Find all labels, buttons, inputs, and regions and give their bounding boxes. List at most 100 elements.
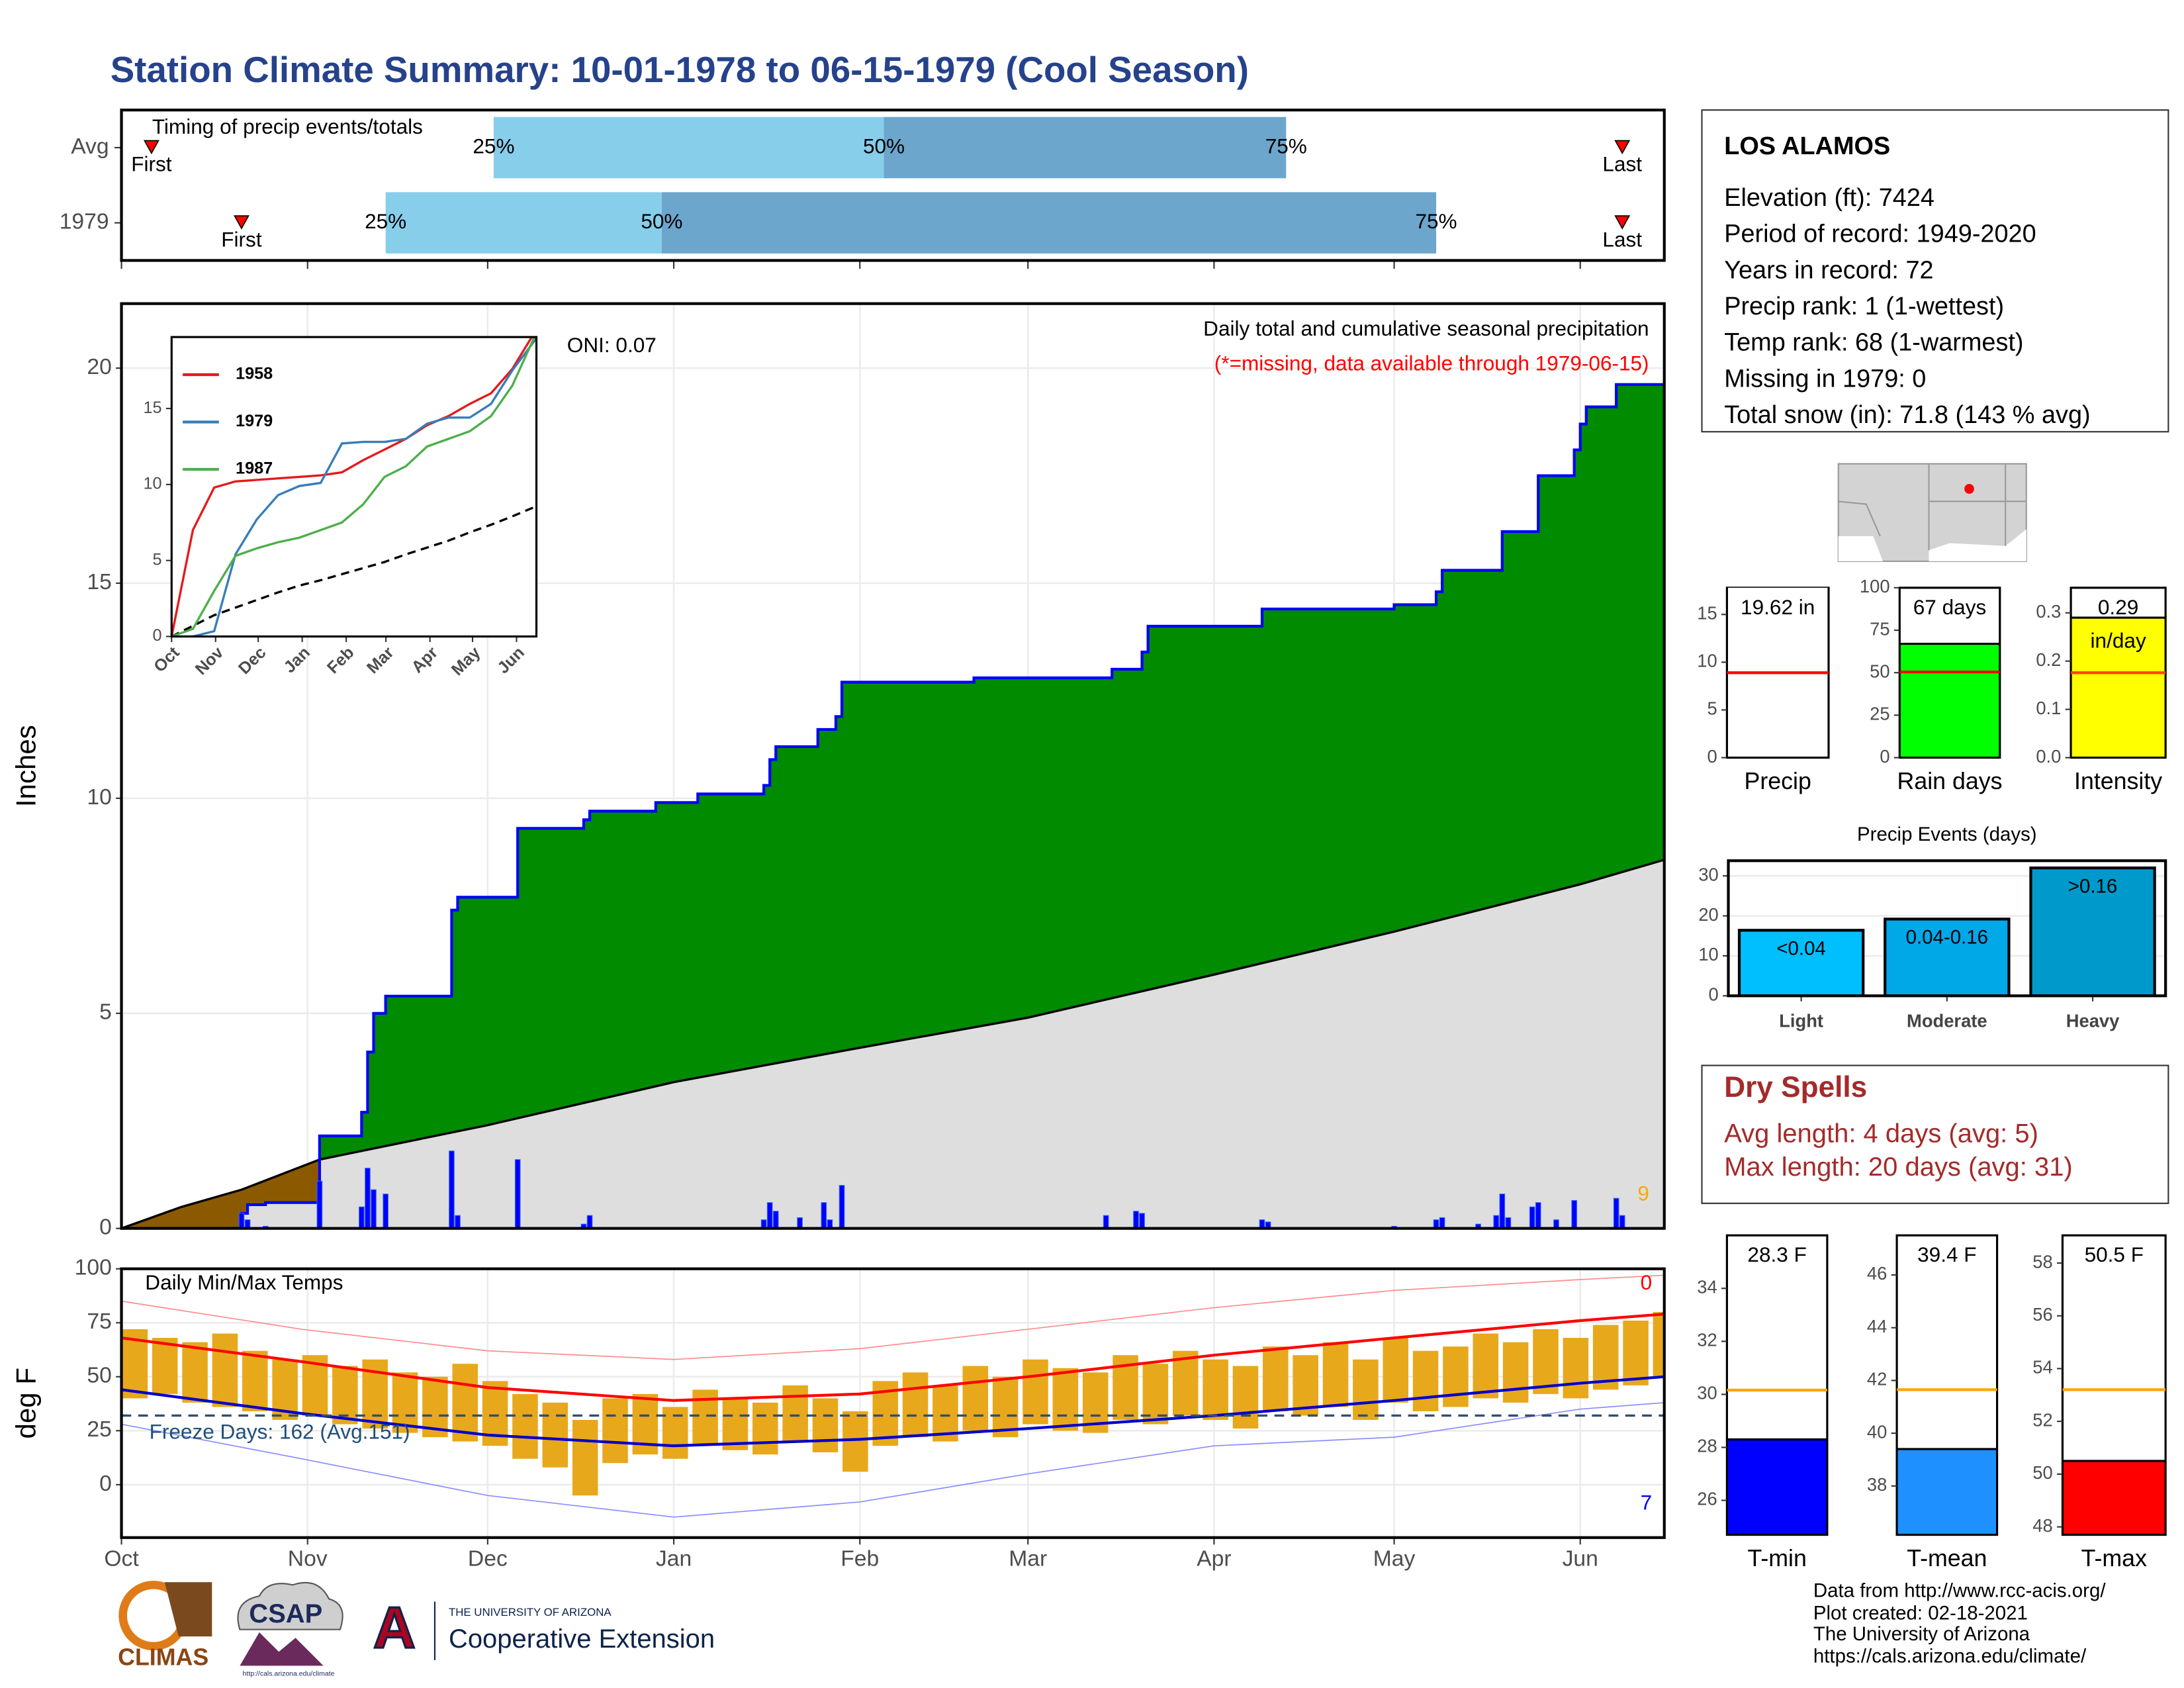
category-label: Light [1779,1011,1823,1031]
map-borders [1838,463,2026,551]
y-tick-label: 44 [1867,1316,1887,1336]
annotation: Freeze Days: 162 (Avg.151) [150,1419,410,1443]
y-tick-label: 0 [1709,984,1719,1005]
x-tick-label: Jan [656,1546,692,1571]
y-tick-label: 10 [1697,651,1717,671]
y-tick-label: 48 [2032,1515,2052,1536]
temp-bar [572,1420,598,1496]
value-label: 39.4 F [1917,1243,1977,1268]
y-tick-label: 58 [2032,1251,2052,1272]
legend-label: 1987 [236,459,273,478]
y-tick-label: 50 [2032,1462,2052,1483]
y-tick-label: 15 [143,399,161,417]
plot-border [1727,859,2167,998]
value-label-box: 28.3 F [1747,1244,1806,1268]
event-label: Last [1602,152,1642,176]
bar-label: 0.04-0.16 [1906,927,1988,949]
value-label: 67 days [1913,596,1987,620]
x-tick-label: Mar [1009,1546,1047,1571]
daily-bar [1133,1211,1139,1229]
series-line [171,337,537,637]
temp-bar [1023,1359,1048,1425]
category-label: T-mean [1907,1545,1987,1571]
bar [2029,867,2156,996]
value-label-box: 19.62 in [1741,596,1815,620]
avg-min-line [121,1375,1664,1448]
chart-title: Precip Events (days) [1857,823,2037,845]
temp-bar [1263,1346,1289,1411]
csap-logo [240,1632,324,1666]
daily-bar [1613,1197,1619,1229]
temp-bar [1052,1368,1079,1431]
temp-bar [1293,1355,1318,1416]
x-tick-label: Apr [1197,1546,1231,1571]
y-tick-label: 46 [1867,1263,1887,1284]
temp-bar [1142,1364,1169,1425]
x-tick-label: May [1373,1546,1416,1571]
temp-bar [842,1411,868,1472]
plot-border [120,302,1666,1230]
temp-bar [1383,1338,1409,1403]
category-label: Moderate [1907,1011,1987,1031]
temp-bar [152,1338,178,1394]
y-tick-label: 0 [99,1215,112,1240]
value-label: 50.5 F [2084,1243,2144,1268]
y-tick-label: 100 [75,1256,112,1280]
temp-bar [1203,1359,1228,1421]
annotation: Daily total and cumulative seasonal prec… [1203,316,1649,340]
y-tick-label: 30 [1697,1383,1717,1403]
event-marker [1614,140,1631,155]
y-tick-label: 0.2 [2036,649,2061,670]
ua-name: THE UNIVERSITY OF ARIZONA [449,1606,612,1618]
bar [1737,929,1865,996]
daily-bar [821,1202,827,1229]
annotation: (*=missing, data available through 1979-… [1214,352,1649,375]
observed-line [121,383,1664,1229]
percent-label: 50% [641,209,682,233]
plot-data [121,1274,1664,1518]
logos: CLIMAS CSAP http://cals.arizona.edu/clim… [118,1580,715,1678]
event-marker [234,215,250,230]
climas-logo [164,1582,212,1637]
y-tick-label: 28 [1697,1436,1717,1456]
temp-bar [1533,1329,1559,1394]
y-tick-label: 25 [1870,704,1889,724]
y-tick-label: 5 [99,1000,112,1025]
event-marker [1614,215,1631,230]
x-tick-label: Nov [288,1546,328,1571]
category-label: Rain days [1897,768,2003,794]
temp-bar [602,1398,628,1464]
bar [2071,616,2166,758]
y-tick-label: 52 [2032,1409,2052,1430]
x-tick-label: Dec [468,1546,508,1571]
daily-bar [316,1180,323,1229]
daily-bar [772,1211,779,1229]
temp-bar [182,1342,208,1403]
value-label-box: 39.4 F [1917,1243,1977,1268]
y-tick-label: 50 [1870,661,1889,681]
y-tick-label: 0 [1707,746,1717,767]
locator-map [1837,463,2027,562]
temp-bar [1443,1346,1469,1407]
footer-line: https://cals.arizona.edu/climate/ [1813,1645,2087,1667]
station-name: LOS ALAMOS [1724,132,1890,160]
y-tick-label: 32 [1697,1330,1717,1350]
csap-logo [237,1581,343,1630]
daily-bar [1139,1213,1145,1229]
y-tick-label: 30 [1698,864,1718,884]
legend-label: 1958 [236,365,273,383]
plot-border [120,109,1666,262]
daily-bar [1439,1217,1445,1229]
daily-bar [449,1150,455,1229]
csap-url: http://cals.arizona.edu/climate [243,1670,335,1678]
y-axis-label: Inches [11,725,42,807]
bar [1727,1438,1827,1535]
y-tick-label: 15 [1697,602,1717,623]
annotation: ONI: 0.07 [567,333,657,357]
avg-max-line [121,1313,1664,1402]
footer-line: Plot created: 02-18-2021 [1813,1602,2028,1624]
y-tick-label: 0 [153,626,162,645]
daily-bar [1619,1215,1625,1229]
plot-data [121,383,1664,1229]
event-marker [143,140,159,155]
